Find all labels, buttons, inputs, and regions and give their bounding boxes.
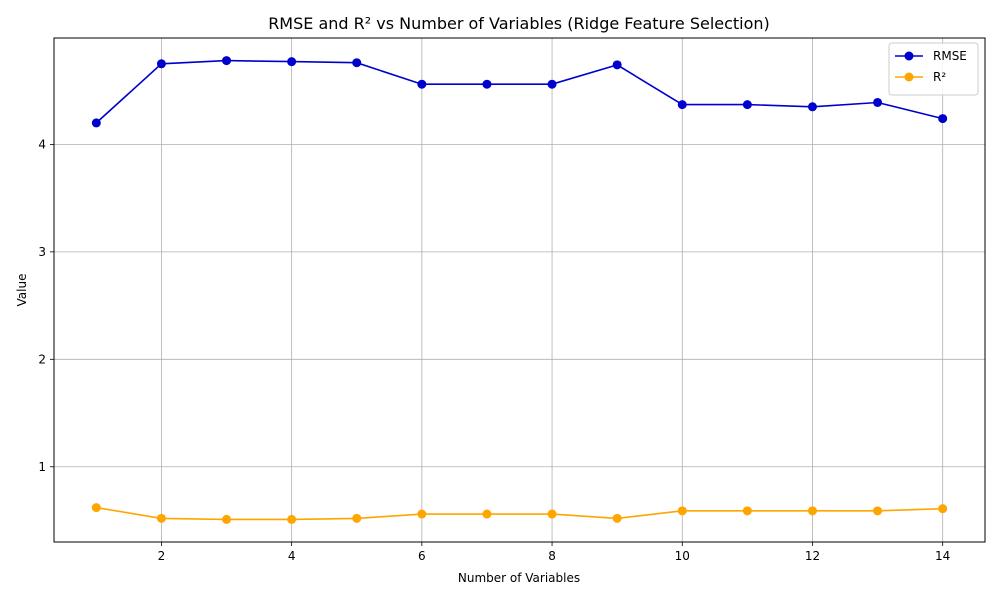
legend: RMSE R² — [888, 42, 979, 96]
data-point-r — [222, 514, 232, 524]
data-point-r — [677, 506, 687, 516]
data-point-r — [807, 506, 817, 516]
data-point-rmse — [156, 59, 166, 69]
data-point-r — [156, 513, 166, 523]
x-tick-label: 8 — [548, 549, 556, 563]
y-tick-label: 2 — [38, 352, 46, 366]
x-tick-label: 6 — [418, 549, 426, 563]
data-point-rmse — [938, 114, 948, 124]
data-point-r — [938, 504, 948, 514]
series-layer — [91, 56, 948, 524]
legend-marker — [904, 51, 914, 61]
data-point-r — [873, 506, 883, 516]
chart-title: RMSE and R² vs Number of Variables (Ridg… — [268, 14, 770, 33]
data-point-rmse — [677, 100, 687, 110]
legend-label: R² — [933, 70, 946, 84]
data-point-r — [547, 509, 557, 519]
data-point-r — [91, 503, 101, 513]
x-tick-label: 12 — [805, 549, 820, 563]
data-point-r — [482, 509, 492, 519]
data-point-r — [287, 514, 297, 524]
data-point-rmse — [873, 97, 883, 107]
series-line-rmse — [95, 59, 943, 124]
x-tick-label: 14 — [935, 549, 950, 563]
data-point-rmse — [352, 58, 362, 68]
legend-label: RMSE — [933, 49, 967, 63]
data-point-r — [352, 513, 362, 523]
data-point-r — [417, 509, 427, 519]
y-tick-label: 1 — [38, 460, 46, 474]
x-axis-label: Number of Variables — [458, 571, 580, 585]
data-point-rmse — [547, 79, 557, 89]
series-rmse — [91, 56, 948, 128]
data-point-rmse — [417, 79, 427, 89]
x-tick-label: 10 — [675, 549, 690, 563]
plot-frame — [53, 37, 986, 543]
data-point-rmse — [287, 57, 297, 67]
data-point-r — [612, 513, 622, 523]
data-point-rmse — [222, 56, 232, 66]
data-point-rmse — [807, 102, 817, 112]
data-point-r — [742, 506, 752, 516]
series-r — [91, 503, 948, 524]
data-point-rmse — [742, 100, 752, 110]
legend-marker — [904, 72, 914, 82]
data-point-rmse — [482, 79, 492, 89]
data-point-rmse — [612, 60, 622, 70]
grid — [54, 38, 985, 542]
y-axis-label: Value — [15, 274, 29, 307]
data-point-rmse — [91, 118, 101, 128]
x-tick-label: 2 — [158, 549, 166, 563]
series-line-r — [96, 506, 943, 521]
x-tick-label: 4 — [288, 549, 296, 563]
y-tick-label: 4 — [38, 137, 46, 151]
y-tick-label: 3 — [38, 245, 46, 259]
